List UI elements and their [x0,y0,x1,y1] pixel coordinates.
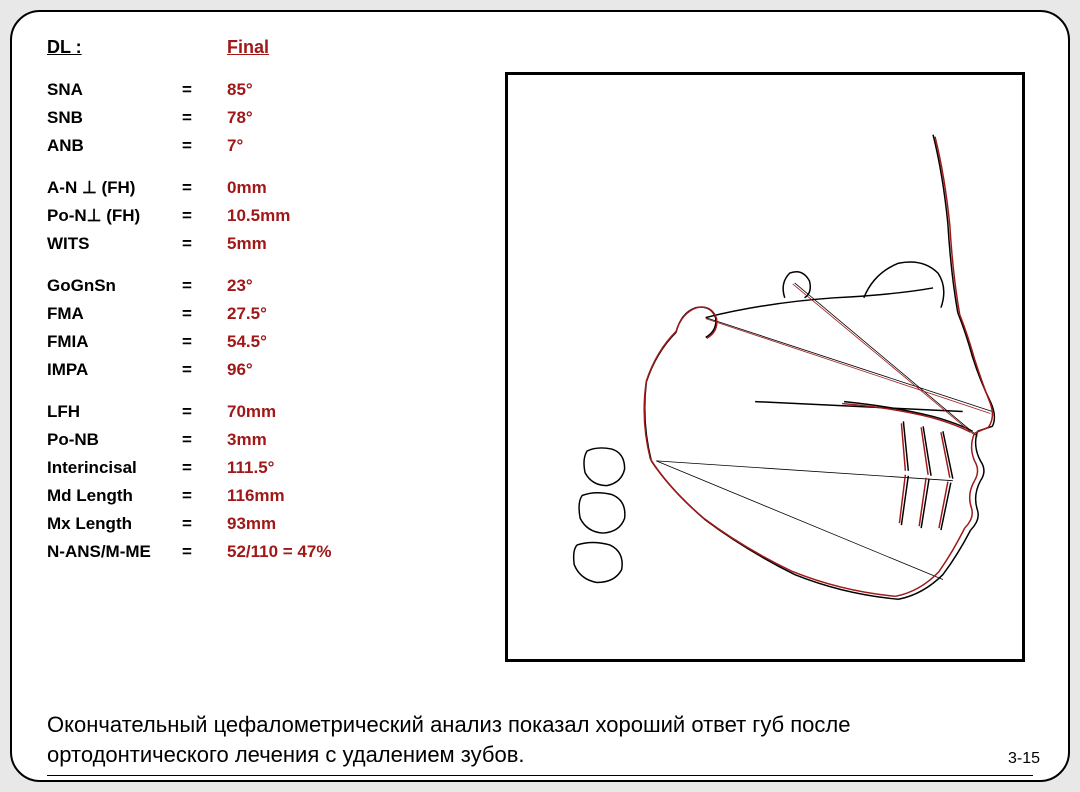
final-label: Final [227,37,269,58]
measurement-row: LFH=70mm [47,402,467,422]
measurement-group: GoGnSn=23°FMA=27.5°FMIA=54.5°IMPA=96° [47,276,467,380]
equals-sign: = [182,234,227,254]
cephalometric-tracing-icon [508,75,1022,659]
measurement-row: SNA=85° [47,80,467,100]
equals-sign: = [182,136,227,156]
measurement-label: SNA [47,80,182,100]
measurement-row: Po-N⊥ (FH)=10.5mm [47,206,467,226]
equals-sign: = [182,80,227,100]
groups-container: SNA=85°SNB=78°ANB=7°A-N ⊥ (FH)=0mmPo-N⊥ … [47,80,467,562]
slide-frame: DL : Final SNA=85°SNB=78°ANB=7°A-N ⊥ (FH… [10,10,1070,782]
equals-sign: = [182,486,227,506]
measurement-value: 116mm [227,486,285,506]
measurement-label: Md Length [47,486,182,506]
measurement-value: 10.5mm [227,206,290,226]
measurement-row: FMIA=54.5° [47,332,467,352]
equals-sign: = [182,514,227,534]
equals-sign: = [182,458,227,478]
measurement-label: Po-N⊥ (FH) [47,206,182,226]
measurement-value: 27.5° [227,304,267,324]
footer-divider [47,775,1033,776]
measurement-row: Interincisal=111.5° [47,458,467,478]
measurement-row: Md Length=116mm [47,486,467,506]
content-area: DL : Final SNA=85°SNB=78°ANB=7°A-N ⊥ (FH… [47,32,1033,702]
measurement-value: 93mm [227,514,276,534]
equals-sign: = [182,402,227,422]
measurement-label: ANB [47,136,182,156]
equals-sign: = [182,542,227,562]
measurement-label: LFH [47,402,182,422]
measurement-value: 111.5° [227,458,274,478]
measurement-row: IMPA=96° [47,360,467,380]
measurement-row: WITS=5mm [47,234,467,254]
equals-sign: = [182,276,227,296]
measurement-row: SNB=78° [47,108,467,128]
measurement-row: FMA=27.5° [47,304,467,324]
measurement-label: A-N ⊥ (FH) [47,178,182,198]
measurement-value: 85° [227,80,253,100]
measurement-label: FMA [47,304,182,324]
equals-sign: = [182,206,227,226]
equals-sign: = [182,178,227,198]
dl-label: DL : [47,37,227,58]
measurements-column: DL : Final SNA=85°SNB=78°ANB=7°A-N ⊥ (FH… [47,32,467,702]
measurement-label: WITS [47,234,182,254]
measurement-value: 23° [227,276,253,296]
measurement-label: FMIA [47,332,182,352]
measurement-group: A-N ⊥ (FH)=0mmPo-N⊥ (FH)=10.5mmWITS=5mm [47,178,467,254]
measurement-value: 54.5° [227,332,267,352]
measurement-row: GoGnSn=23° [47,276,467,296]
measurement-value: 3mm [227,430,267,450]
page-number: 3-15 [1008,750,1040,768]
measurement-group: SNA=85°SNB=78°ANB=7° [47,80,467,156]
equals-sign: = [182,360,227,380]
equals-sign: = [182,332,227,352]
measurement-group: LFH=70mmPo-NB=3mmInterincisal=111.5°Md L… [47,402,467,562]
measurement-value: 5mm [227,234,267,254]
measurement-label: Mx Length [47,514,182,534]
measurement-label: Po-NB [47,430,182,450]
measurement-row: ANB=7° [47,136,467,156]
measurement-value: 0mm [227,178,267,198]
equals-sign: = [182,108,227,128]
measurement-label: IMPA [47,360,182,380]
equals-sign: = [182,430,227,450]
measurement-value: 96° [227,360,253,380]
measurement-row: Mx Length=93mm [47,514,467,534]
measurement-value: 7° [227,136,243,156]
cephalometric-tracing-frame [505,72,1025,662]
header-row: DL : Final [47,37,467,58]
measurement-value: 78° [227,108,253,128]
measurement-label: SNB [47,108,182,128]
measurement-row: A-N ⊥ (FH)=0mm [47,178,467,198]
measurement-value: 70mm [227,402,276,422]
measurement-label: N-ANS/M-ME [47,542,182,562]
measurement-label: GoGnSn [47,276,182,296]
equals-sign: = [182,304,227,324]
tracing-column [497,32,1033,702]
measurement-label: Interincisal [47,458,182,478]
measurement-value: 52/110 = 47% [227,542,331,562]
measurement-row: N-ANS/M-ME=52/110 = 47% [47,542,467,562]
footer-summary: Окончательный цефалометрический анализ п… [47,710,1033,769]
measurement-row: Po-NB=3mm [47,430,467,450]
